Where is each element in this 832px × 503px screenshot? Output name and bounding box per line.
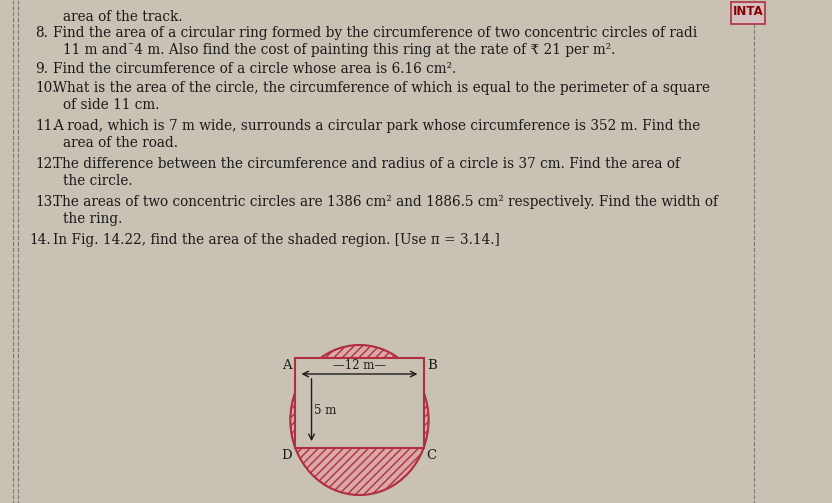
Text: 12.: 12. [35,157,57,171]
Text: 5 m: 5 m [314,404,337,417]
Text: In Fig. 14.22, find the area of the shaded region. [Use π = 3.14.]: In Fig. 14.22, find the area of the shad… [53,233,500,247]
Circle shape [290,345,428,495]
Text: The difference between the circumference and radius of a circle is 37 cm. Find t: The difference between the circumference… [53,157,681,171]
Text: 9.: 9. [35,62,48,76]
Text: area of the road.: area of the road. [62,136,178,150]
Text: D: D [281,449,292,462]
Text: 11 m and¯4 m. Also find the cost of painting this ring at the rate of ₹ 21 per m: 11 m and¯4 m. Also find the cost of pain… [62,43,615,57]
Text: Find the area of a circular ring formed by the circumference of two concentric c: Find the area of a circular ring formed … [53,26,698,40]
Text: 8.: 8. [35,26,48,40]
Text: What is the area of the circle, the circumference of which is equal to the perim: What is the area of the circle, the circ… [53,81,711,95]
Text: 14.: 14. [29,233,51,247]
Text: A: A [283,359,292,372]
Text: 13.: 13. [35,195,57,209]
Text: 10.: 10. [35,81,57,95]
Bar [730,2,765,24]
Text: 11.: 11. [35,119,57,133]
Text: of side 11 cm.: of side 11 cm. [62,98,159,112]
Text: area of the track.: area of the track. [62,10,182,24]
Text: The areas of two concentric circles are 1386 cm² and 1886.5 cm² respectively. Fi: The areas of two concentric circles are … [53,195,719,209]
Text: C: C [427,449,437,462]
Text: B: B [427,359,437,372]
Text: A road, which is 7 m wide, surrounds a circular park whose circumference is 352 : A road, which is 7 m wide, surrounds a c… [53,119,701,133]
Text: the circle.: the circle. [62,174,132,188]
Text: Find the circumference of a circle whose area is 6.16 cm².: Find the circumference of a circle whose… [53,62,457,76]
Text: —12 m—: —12 m— [333,359,386,372]
Bar [295,358,424,448]
Text: INTA: INTA [733,5,764,18]
Text: the ring.: the ring. [62,212,122,226]
